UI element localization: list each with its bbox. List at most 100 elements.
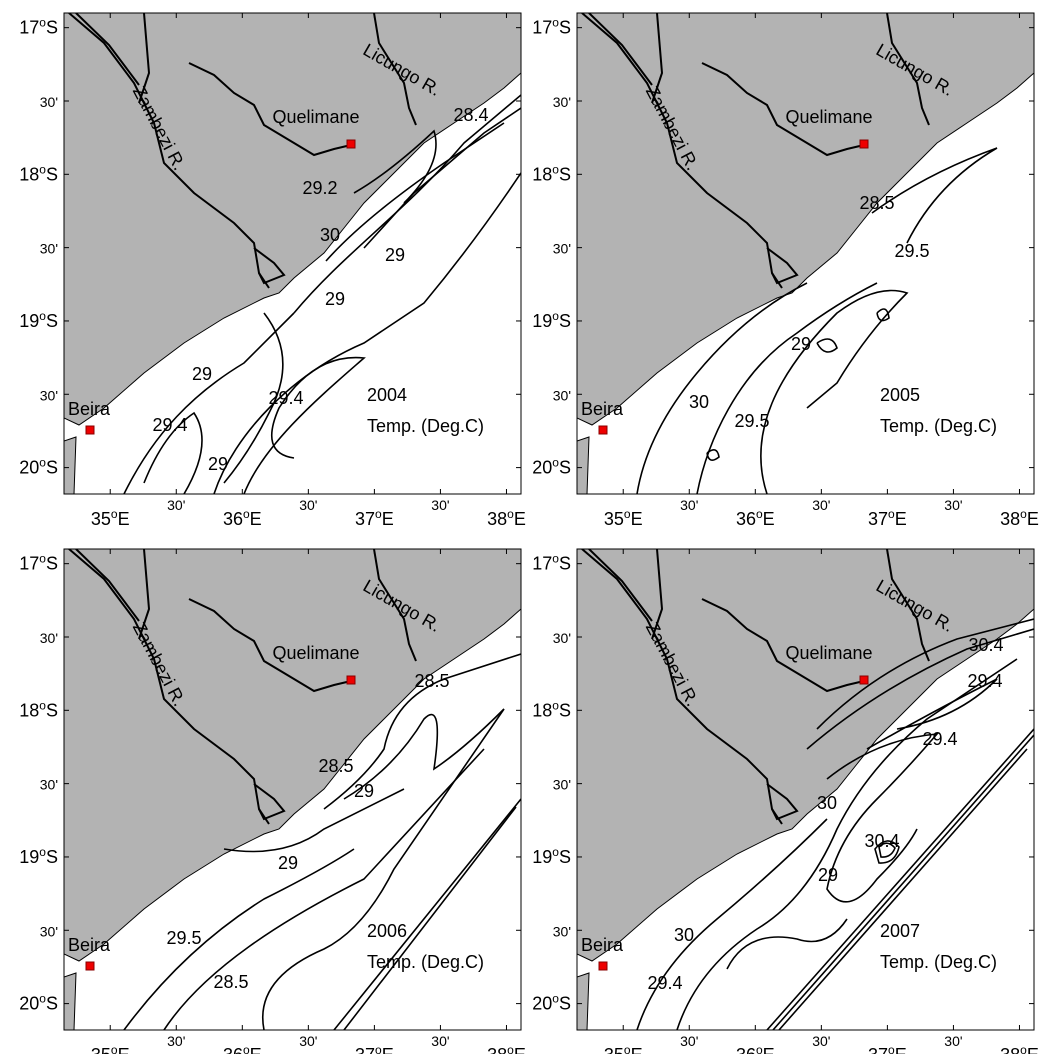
tick-label: 35oE — [91, 1043, 130, 1054]
tick-label: 36oE — [223, 1043, 262, 1054]
tick-label: 38oE — [1000, 1043, 1039, 1054]
contour-line — [123, 848, 355, 1030]
tick-label-num: 35 — [604, 509, 624, 529]
city-marker — [85, 425, 95, 435]
place-label: Quelimane — [785, 643, 872, 663]
contour-line — [323, 653, 521, 810]
contour-label: 30.4 — [968, 635, 1003, 655]
tick-label: 37oE — [868, 507, 907, 529]
tick-label-num: 36 — [736, 509, 756, 529]
tick-label-num: 17 — [532, 18, 552, 38]
map-content — [577, 13, 1034, 494]
tick-label-text: 30' — [944, 1033, 962, 1049]
contour-line — [706, 449, 720, 461]
contour-line — [876, 308, 890, 322]
tick-label: 17oS — [532, 552, 571, 574]
contour-line — [760, 289, 909, 494]
contour-line — [343, 708, 505, 800]
year-label: 2007 — [880, 921, 920, 941]
contour-label: 29 — [385, 245, 405, 265]
tick-label-num: 38 — [487, 509, 507, 529]
contour-label: 29 — [325, 289, 345, 309]
tick-label-hemi: E — [895, 1045, 907, 1054]
contour-label: 29 — [354, 781, 374, 801]
tick-label-deg: o — [552, 309, 559, 323]
tick-label: 17oS — [532, 16, 571, 38]
tick-label-num: 18 — [532, 700, 552, 720]
tick-label: 30' — [812, 1033, 830, 1049]
tick-label-hemi: S — [559, 847, 571, 867]
city-marker — [859, 675, 869, 685]
tick-label: 30' — [553, 777, 571, 793]
tick-label: 30' — [40, 387, 58, 403]
tick-label: 37oE — [868, 1043, 907, 1054]
tick-label: 35oE — [604, 1043, 643, 1054]
contour-line — [866, 678, 998, 750]
tick-label-hemi: S — [559, 554, 571, 574]
year-label: 2006 — [367, 921, 407, 941]
city-marker — [346, 139, 356, 149]
city-marker — [859, 139, 869, 149]
contour-line — [816, 338, 838, 353]
place-label: Quelimane — [272, 107, 359, 127]
tick-label: 30' — [553, 94, 571, 110]
map-content — [577, 549, 1034, 1030]
tick-label: 30' — [944, 497, 962, 513]
place-label: Beira — [68, 399, 111, 419]
tick-label: 38oE — [487, 1043, 526, 1054]
quantity-label: Temp. (Deg.C) — [367, 952, 484, 972]
contour-line — [243, 356, 366, 494]
map-content — [64, 549, 521, 1030]
tick-label-hemi: S — [559, 994, 571, 1014]
tick-label-deg: o — [39, 456, 46, 470]
tick-label-num: 37 — [355, 509, 375, 529]
tick-label: 37oE — [355, 1043, 394, 1054]
tick-label-text: 30' — [553, 923, 571, 939]
tick-label-deg: o — [756, 507, 763, 521]
tick-label-text: 30' — [40, 777, 58, 793]
tick-label-hemi: E — [514, 1045, 526, 1054]
tick-label-hemi: S — [46, 311, 58, 331]
tick-label: 30' — [431, 497, 449, 513]
contour-label: 29.5 — [894, 241, 929, 261]
tick-label-deg: o — [888, 1043, 895, 1054]
tick-label-num: 38 — [1000, 509, 1020, 529]
tick-label: 18oS — [19, 698, 58, 720]
tick-label-num: 37 — [868, 1045, 888, 1054]
contour-label: 29 — [192, 364, 212, 384]
contour-line — [163, 748, 485, 1030]
tick-label-num: 17 — [532, 554, 552, 574]
tick-label: 30' — [553, 387, 571, 403]
tick-label-text: 30' — [299, 1033, 317, 1049]
contour-line — [772, 734, 1034, 1030]
contour-label: 28.5 — [414, 671, 449, 691]
tick-label: 30' — [680, 497, 698, 513]
contour-line — [766, 728, 1034, 1030]
city-marker — [598, 425, 608, 435]
tick-label: 30' — [299, 1033, 317, 1049]
contour-line — [343, 806, 517, 1030]
tick-label-hemi: E — [631, 1045, 643, 1054]
tick-label-num: 20 — [532, 994, 552, 1014]
contour-label: 30 — [817, 793, 837, 813]
tick-label-text: 30' — [40, 387, 58, 403]
tick-label-num: 17 — [19, 554, 39, 574]
place-label: Beira — [581, 935, 624, 955]
contour-line — [871, 147, 998, 244]
tick-label: 30' — [40, 94, 58, 110]
tick-label-deg: o — [552, 162, 559, 176]
tick-label: 19oS — [532, 309, 571, 331]
tick-label-text: 30' — [40, 241, 58, 257]
tick-label-deg: o — [552, 16, 559, 30]
tick-label: 18oS — [532, 698, 571, 720]
contour-label: 29.5 — [734, 411, 769, 431]
tick-label: 19oS — [19, 309, 58, 331]
tick-label-text: 30' — [167, 497, 185, 513]
tick-label: 30' — [680, 1033, 698, 1049]
contour-label: 29.5 — [166, 928, 201, 948]
contour-line — [726, 918, 848, 970]
contour-line — [826, 733, 939, 903]
place-label: Quelimane — [785, 107, 872, 127]
